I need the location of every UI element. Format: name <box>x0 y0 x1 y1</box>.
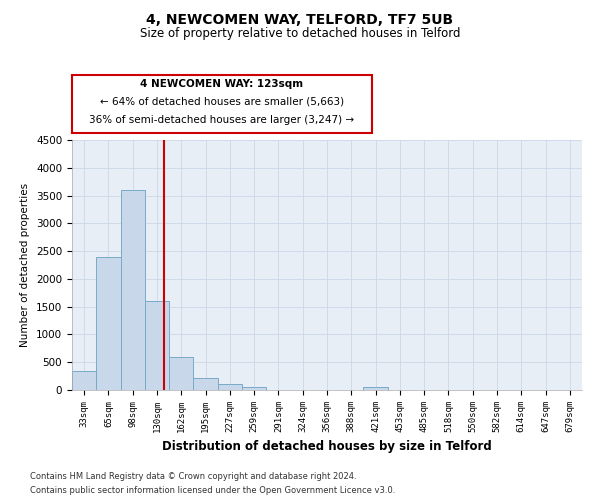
Bar <box>96 256 121 390</box>
Bar <box>169 356 193 390</box>
Text: Contains public sector information licensed under the Open Government Licence v3: Contains public sector information licen… <box>30 486 395 495</box>
Text: 4, NEWCOMEN WAY, TELFORD, TF7 5UB: 4, NEWCOMEN WAY, TELFORD, TF7 5UB <box>146 12 454 26</box>
X-axis label: Distribution of detached houses by size in Telford: Distribution of detached houses by size … <box>162 440 492 454</box>
Text: 36% of semi-detached houses are larger (3,247) →: 36% of semi-detached houses are larger (… <box>89 115 355 125</box>
Text: Size of property relative to detached houses in Telford: Size of property relative to detached ho… <box>140 28 460 40</box>
Bar <box>242 387 266 390</box>
Bar <box>193 378 218 390</box>
Bar <box>121 190 145 390</box>
Bar <box>72 370 96 390</box>
Text: ← 64% of detached houses are smaller (5,663): ← 64% of detached houses are smaller (5,… <box>100 97 344 107</box>
Bar <box>364 387 388 390</box>
Bar <box>145 301 169 390</box>
Bar <box>218 384 242 390</box>
Y-axis label: Number of detached properties: Number of detached properties <box>20 183 31 347</box>
Text: 4 NEWCOMEN WAY: 123sqm: 4 NEWCOMEN WAY: 123sqm <box>140 79 304 89</box>
Text: Contains HM Land Registry data © Crown copyright and database right 2024.: Contains HM Land Registry data © Crown c… <box>30 472 356 481</box>
